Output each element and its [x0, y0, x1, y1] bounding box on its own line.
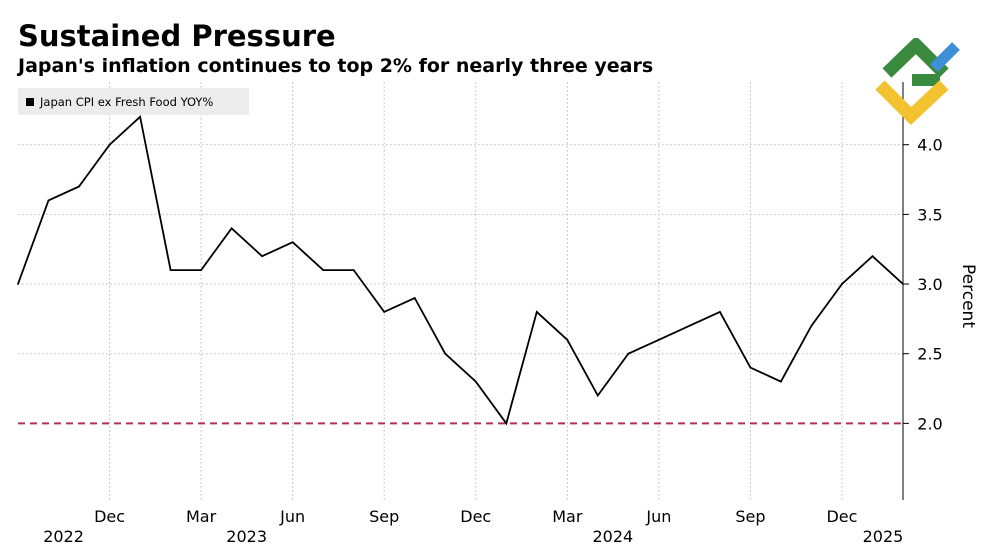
- data-point: [383, 311, 386, 313]
- x-tick-label: Mar: [552, 507, 583, 526]
- series-line: [17, 115, 904, 426]
- logo-blue-stroke: [930, 42, 960, 72]
- legend-label: Japan CPI ex Fresh Food YOY%: [40, 94, 214, 109]
- series-layer: [17, 115, 904, 426]
- data-point: [566, 338, 569, 341]
- data-point: [627, 352, 630, 355]
- x-year-label: 2023: [226, 527, 267, 545]
- data-point: [749, 366, 752, 369]
- y-tick-label: 2.5: [917, 345, 942, 364]
- y-axis-title: Percent: [958, 264, 978, 328]
- data-point: [871, 255, 874, 258]
- data-point: [108, 143, 111, 146]
- brand-logo-icon: [875, 38, 960, 126]
- data-point: [841, 283, 843, 285]
- data-point: [596, 394, 599, 397]
- data-point: [230, 227, 233, 230]
- legend: Japan CPI ex Fresh Food YOY%: [18, 88, 249, 115]
- data-point: [413, 297, 416, 299]
- legend-swatch: [26, 97, 34, 106]
- x-tick-label: Dec: [826, 507, 857, 526]
- grid-layer: [18, 82, 903, 500]
- y-tick-label: 4.0: [917, 136, 942, 155]
- data-point: [291, 241, 294, 244]
- x-tick-label: Jun: [645, 507, 671, 526]
- x-tick-label: Mar: [186, 507, 217, 526]
- data-point: [261, 255, 264, 258]
- data-point: [352, 269, 355, 271]
- data-point: [505, 422, 508, 425]
- data-point: [322, 269, 325, 271]
- data-point: [169, 269, 172, 271]
- data-point: [200, 269, 203, 271]
- logo-yellow-chevron: [875, 80, 949, 126]
- data-point: [535, 311, 538, 313]
- x-tick-label: Dec: [94, 507, 125, 526]
- data-point: [444, 352, 447, 355]
- x-year-label: 2024: [593, 527, 634, 545]
- data-point: [810, 324, 813, 327]
- x-tick-label: Dec: [460, 507, 491, 526]
- y-tick-label: 3.5: [917, 205, 942, 224]
- y-tick-label: 2.0: [917, 414, 942, 433]
- data-point: [474, 380, 477, 383]
- axis-layer: 2.0 2.5 3.0 3.5 4.0 Dec 2022 Mar Jun 2023 Sep Dec Ma…: [43, 82, 943, 545]
- data-point: [47, 199, 50, 202]
- data-point: [688, 324, 691, 327]
- y-tick-label: 3.0: [917, 275, 942, 294]
- x-year-label: 2022: [43, 527, 84, 545]
- data-point: [78, 185, 80, 188]
- data-point: [718, 311, 721, 313]
- chart-title: Sustained Pressure: [18, 19, 336, 53]
- data-point: [780, 380, 782, 383]
- x-tick-label: Sep: [735, 507, 765, 526]
- data-point: [139, 115, 141, 118]
- chart-subtitle: Japan's inflation continues to top 2% fo…: [18, 55, 654, 77]
- x-year-label: 2025: [863, 527, 904, 545]
- data-point: [17, 283, 19, 285]
- data-point: [657, 338, 660, 341]
- x-tick-label: Sep: [369, 507, 399, 526]
- x-tick-label: Jun: [279, 507, 305, 526]
